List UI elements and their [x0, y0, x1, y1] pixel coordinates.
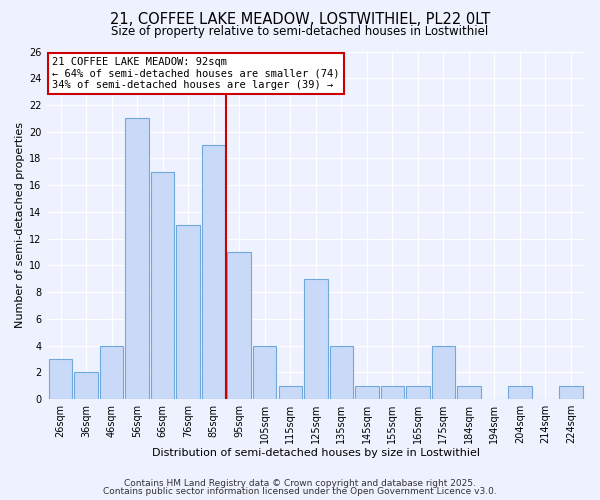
Bar — [355, 386, 379, 399]
Bar — [227, 252, 251, 399]
Bar — [329, 346, 353, 399]
Y-axis label: Number of semi-detached properties: Number of semi-detached properties — [15, 122, 25, 328]
Bar — [49, 359, 73, 399]
Bar — [304, 279, 328, 399]
Bar — [202, 145, 226, 399]
Bar — [253, 346, 277, 399]
Bar — [508, 386, 532, 399]
Text: 21 COFFEE LAKE MEADOW: 92sqm
← 64% of semi-detached houses are smaller (74)
34% : 21 COFFEE LAKE MEADOW: 92sqm ← 64% of se… — [52, 56, 340, 90]
Bar — [431, 346, 455, 399]
Text: Size of property relative to semi-detached houses in Lostwithiel: Size of property relative to semi-detach… — [112, 25, 488, 38]
Bar — [278, 386, 302, 399]
Bar — [151, 172, 175, 399]
Bar — [559, 386, 583, 399]
Bar — [380, 386, 404, 399]
Bar — [176, 226, 200, 399]
Bar — [406, 386, 430, 399]
Bar — [457, 386, 481, 399]
Text: Contains HM Land Registry data © Crown copyright and database right 2025.: Contains HM Land Registry data © Crown c… — [124, 478, 476, 488]
Bar — [100, 346, 124, 399]
X-axis label: Distribution of semi-detached houses by size in Lostwithiel: Distribution of semi-detached houses by … — [152, 448, 480, 458]
Text: Contains public sector information licensed under the Open Government Licence v3: Contains public sector information licen… — [103, 487, 497, 496]
Text: 21, COFFEE LAKE MEADOW, LOSTWITHIEL, PL22 0LT: 21, COFFEE LAKE MEADOW, LOSTWITHIEL, PL2… — [110, 12, 490, 28]
Bar — [125, 118, 149, 399]
Bar — [74, 372, 98, 399]
